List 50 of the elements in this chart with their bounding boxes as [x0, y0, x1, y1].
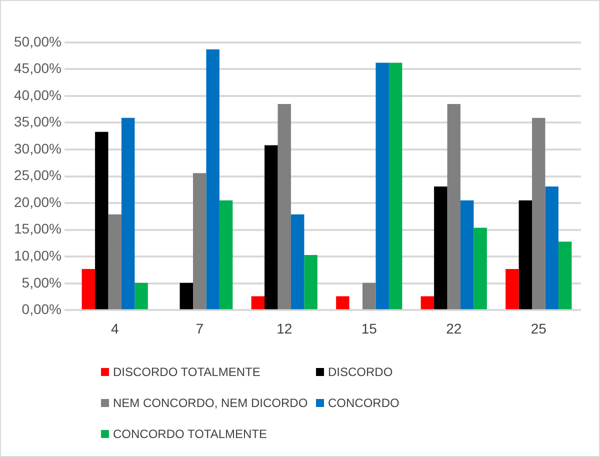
- bar: [388, 62, 402, 310]
- bar: [180, 282, 193, 310]
- bar: [95, 132, 108, 310]
- x-tick-label: 15: [361, 320, 378, 336]
- bar: [264, 145, 278, 310]
- legend-label: DISCORDO: [328, 365, 393, 379]
- bar: [336, 296, 350, 310]
- y-tick-label: 5,00%: [22, 274, 62, 290]
- bar: [434, 186, 448, 310]
- legend-label: CONCORDO TOTALMENTE: [113, 427, 268, 441]
- legend-label: NEM CONCORDO, NEM DICORDO: [113, 396, 308, 410]
- x-tick-label: 12: [276, 320, 292, 336]
- bar: [304, 255, 318, 310]
- bar: [506, 268, 519, 310]
- y-tick-label: 20,00%: [14, 194, 62, 210]
- legend-label: DISCORDO TOTALMENTE: [113, 365, 260, 379]
- bar: [82, 268, 96, 310]
- bar: [193, 173, 206, 310]
- x-tick-label: 25: [530, 320, 547, 336]
- bar: [278, 104, 291, 310]
- x-tick-label: 7: [196, 320, 204, 336]
- bar: [362, 282, 376, 310]
- bar: [447, 104, 460, 310]
- legend-label: CONCORDO: [328, 396, 400, 410]
- bar: [460, 200, 474, 310]
- bar: [251, 296, 265, 310]
- bar: [219, 200, 233, 310]
- bar: [121, 118, 135, 310]
- bar: [474, 228, 487, 310]
- y-tick-label: 40,00%: [14, 86, 62, 103]
- x-tick-label: 4: [110, 320, 119, 336]
- y-tick-label: 15,00%: [14, 220, 62, 237]
- y-tick-label: 25,00%: [14, 167, 62, 184]
- bar: [532, 118, 546, 310]
- bar: [558, 242, 572, 310]
- y-tick-label: 0,00%: [22, 301, 62, 318]
- y-tick-label: 30,00%: [14, 140, 62, 156]
- bar: [518, 200, 532, 310]
- bar: [290, 214, 304, 310]
- bar: [376, 62, 389, 310]
- bar: [545, 186, 558, 310]
- y-tick-label: 10,00%: [14, 248, 62, 264]
- bar: [108, 214, 122, 310]
- bar: [134, 282, 148, 310]
- bar: [420, 296, 434, 310]
- x-tick-label: 22: [446, 320, 462, 336]
- bar: [206, 49, 220, 310]
- y-tick-label: 35,00%: [14, 114, 62, 130]
- y-tick-label: 50,00%: [14, 33, 62, 50]
- y-tick-label: 45,00%: [14, 60, 62, 76]
